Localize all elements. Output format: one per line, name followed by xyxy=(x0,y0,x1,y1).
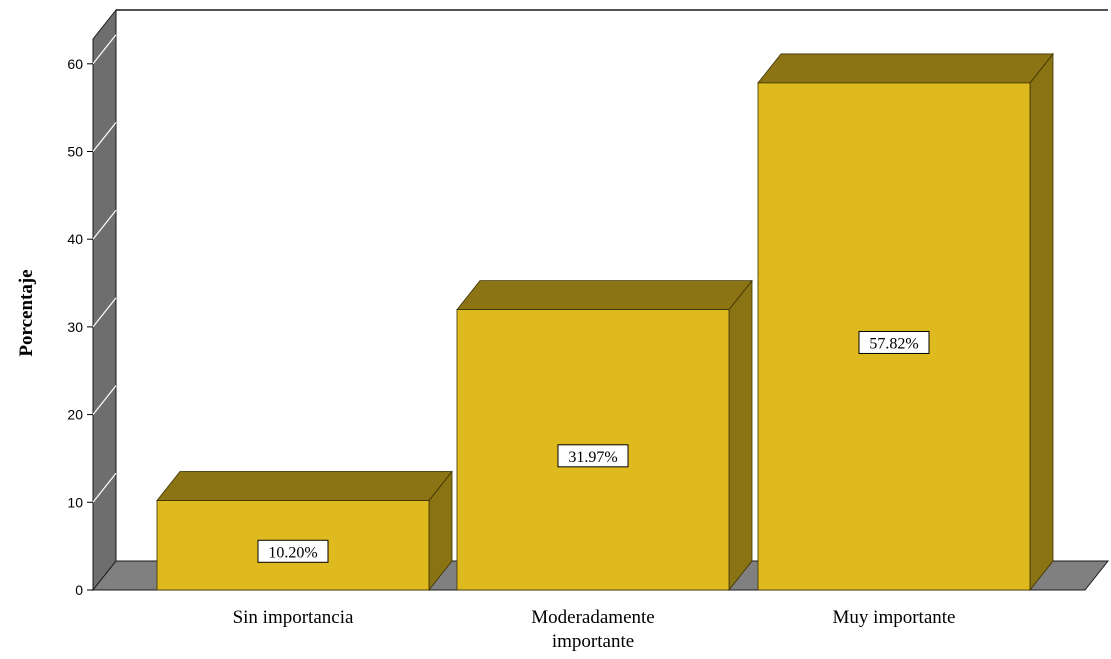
y-tick-label: 0 xyxy=(75,582,83,598)
x-category-label: Muy importante xyxy=(833,607,956,628)
y-axis-title: Porcentaje xyxy=(16,269,37,356)
x-category-label: Moderadamente importante xyxy=(531,607,654,652)
bar-top-face xyxy=(757,53,1054,84)
y-axis-ticks: 0 10 20 30 40 50 60 xyxy=(67,34,117,598)
y-tick-label: 30 xyxy=(67,319,83,335)
y-gridline-on-wall xyxy=(92,472,117,503)
bar-side-face xyxy=(728,279,753,592)
bar: 10.20% xyxy=(156,470,453,592)
y-gridline-on-wall xyxy=(92,385,117,415)
left-wall xyxy=(92,8,117,592)
y-tick-label: 20 xyxy=(67,407,83,423)
bar-top-face xyxy=(456,280,753,311)
bar: 57.82% xyxy=(757,52,1054,592)
data-label-box xyxy=(557,444,629,468)
y-gridline-on-wall xyxy=(92,122,117,152)
data-label-box xyxy=(858,330,930,354)
y-tick-label: 10 xyxy=(67,494,83,510)
y-tick-label: 40 xyxy=(67,231,83,247)
y-tick-label: 60 xyxy=(67,56,83,72)
data-label: 57.82% xyxy=(869,335,918,352)
data-label: 10.20% xyxy=(268,544,317,561)
bar-top-face xyxy=(156,471,453,501)
y-tick-label: 50 xyxy=(67,144,83,160)
x-axis-categories: Sin importancia Moderadamente importante Mu… xyxy=(233,607,956,652)
x-category-label: Sin importancia xyxy=(233,607,354,628)
bar-side-face xyxy=(1029,52,1054,592)
bar-series: 10.20% 31.97% 57.82% xyxy=(156,52,1054,592)
y-gridline-on-wall xyxy=(92,34,117,65)
y-gridline-on-wall xyxy=(92,209,117,240)
data-label-box xyxy=(257,539,329,563)
y-gridline-on-wall xyxy=(92,297,117,328)
data-label: 31.97% xyxy=(568,449,617,466)
bar: 31.97% xyxy=(456,279,753,592)
